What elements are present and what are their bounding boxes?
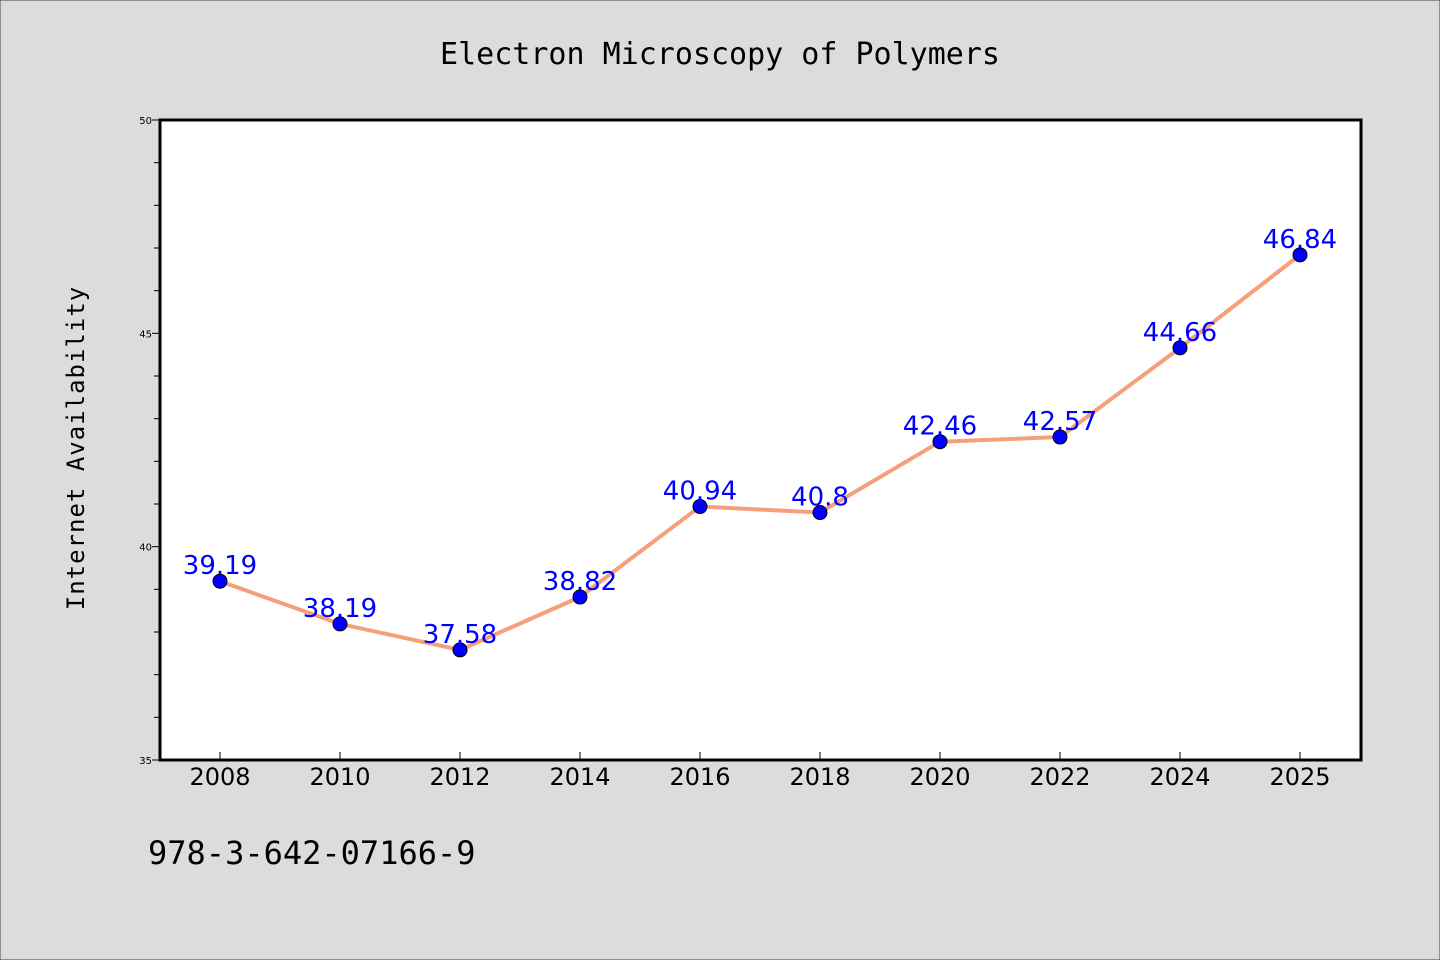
- x-tick-label: 2012: [429, 763, 490, 791]
- series-line: [218, 252, 1302, 652]
- x-tick-label: 2008: [189, 763, 250, 791]
- data-label: 37.58: [423, 620, 497, 650]
- data-label: 40.94: [663, 477, 737, 507]
- y-tick-label: 50: [139, 116, 152, 127]
- x-tick-label: 2014: [549, 763, 610, 791]
- x-tick-label: 2020: [909, 763, 970, 791]
- x-tick-label: 2024: [1149, 763, 1210, 791]
- data-label: 42.46: [903, 412, 977, 442]
- data-label: 42.57: [1023, 407, 1097, 437]
- data-point: [812, 505, 828, 521]
- plot-area: [160, 120, 1361, 760]
- data-label: 44.66: [1143, 318, 1217, 348]
- x-tick-label: 2025: [1269, 763, 1330, 791]
- data-point: [212, 573, 228, 589]
- y-tick-label: 40: [139, 543, 152, 554]
- data-point: [932, 434, 948, 450]
- data-label: 39.19: [183, 551, 257, 581]
- data-label: 38.82: [543, 567, 617, 597]
- data-label: 38.19: [303, 594, 377, 624]
- data-point: [1052, 429, 1068, 445]
- x-tick-label: 2018: [789, 763, 850, 791]
- footer-isbn: 978-3-642-07166-9: [148, 834, 476, 872]
- data-point: [332, 616, 348, 632]
- chart-title: Electron Microscopy of Polymers: [440, 37, 1000, 72]
- y-tick-label: 35: [139, 756, 152, 767]
- y-axis-label: Internet Availability: [62, 286, 90, 610]
- data-label: 46.84: [1263, 225, 1337, 255]
- data-label: 40.8: [791, 483, 849, 513]
- y-tick-label: 45: [139, 329, 152, 340]
- series-layer: 39.19 38.19 37.58 38.82 40.94 40.8 42.46 42.57 4…: [183, 225, 1337, 658]
- data-point: [572, 589, 588, 605]
- x-tick-label: 2010: [309, 763, 370, 791]
- plot-frame: [158, 118, 1363, 762]
- data-point: [1292, 247, 1308, 263]
- x-tick-label: 2022: [1029, 763, 1090, 791]
- data-point: [452, 642, 468, 658]
- data-point: [1172, 340, 1188, 356]
- x-axis: 2008 2010 2012 2014 2016 2018 2020 2022 2024 2025: [189, 752, 1331, 791]
- data-point: [692, 499, 708, 515]
- x-tick-label: 2016: [669, 763, 730, 791]
